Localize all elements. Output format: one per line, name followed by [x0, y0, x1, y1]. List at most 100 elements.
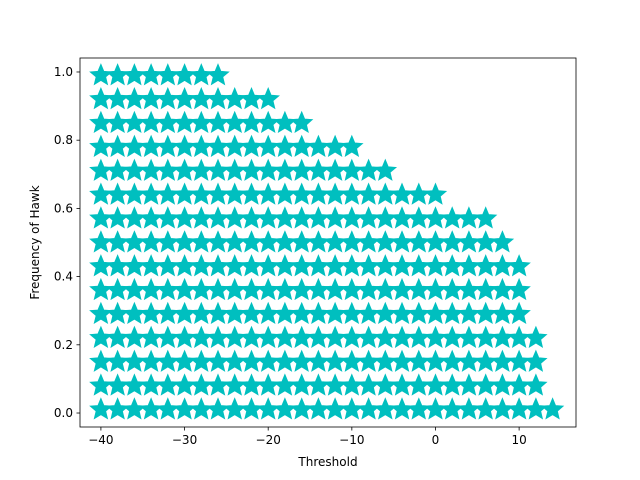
plot-area — [89, 63, 565, 420]
point — [473, 373, 498, 396]
point — [89, 230, 113, 253]
point — [105, 182, 130, 205]
point — [105, 349, 130, 372]
point — [223, 110, 247, 134]
point — [407, 206, 431, 229]
point — [139, 158, 163, 181]
point — [373, 349, 398, 372]
point — [473, 349, 498, 372]
point — [122, 254, 147, 277]
point — [172, 397, 197, 420]
point — [189, 158, 213, 181]
point — [172, 87, 197, 110]
point — [507, 325, 531, 348]
point — [340, 373, 364, 396]
point — [440, 301, 464, 325]
point — [423, 277, 448, 301]
point — [89, 254, 113, 277]
point — [306, 206, 331, 229]
point — [156, 158, 180, 181]
point — [156, 325, 180, 348]
point — [423, 254, 448, 277]
point — [156, 349, 180, 372]
point — [306, 182, 331, 205]
point — [507, 373, 531, 396]
point — [139, 325, 163, 348]
point — [206, 86, 230, 110]
point — [373, 373, 398, 396]
point — [273, 254, 297, 277]
point — [356, 397, 381, 420]
point — [239, 397, 264, 420]
point — [289, 325, 314, 348]
point — [239, 325, 264, 348]
point — [122, 158, 147, 181]
point — [457, 397, 481, 420]
point — [356, 349, 381, 372]
point — [223, 182, 247, 205]
point — [423, 373, 448, 396]
y-tick-label: 0.0 — [54, 406, 73, 420]
point — [273, 182, 297, 205]
point — [373, 325, 398, 348]
point — [440, 277, 464, 301]
point — [524, 325, 548, 348]
point — [423, 301, 448, 325]
point — [373, 301, 398, 325]
point — [156, 397, 180, 420]
x-tick-label: −10 — [339, 433, 364, 447]
point — [323, 301, 347, 325]
point — [139, 206, 163, 229]
point — [323, 158, 347, 181]
point — [239, 254, 264, 277]
point — [457, 373, 481, 396]
point — [423, 349, 448, 372]
point — [223, 86, 247, 110]
point — [457, 301, 481, 325]
point — [473, 254, 498, 277]
point — [206, 325, 230, 348]
point — [156, 230, 180, 253]
point — [289, 397, 314, 420]
point — [507, 301, 531, 325]
point — [306, 254, 331, 277]
point — [490, 301, 515, 325]
point — [373, 254, 398, 277]
point — [239, 373, 264, 396]
point — [189, 230, 213, 253]
point — [189, 325, 213, 348]
x-tick-label: 0 — [432, 433, 440, 447]
point — [490, 349, 515, 372]
point — [156, 206, 180, 229]
point — [223, 397, 247, 420]
point — [390, 277, 414, 301]
point — [223, 301, 247, 325]
point — [122, 206, 147, 229]
point — [440, 397, 464, 420]
point — [473, 301, 498, 325]
point — [122, 63, 147, 86]
point — [356, 230, 381, 253]
point — [457, 254, 481, 277]
point — [122, 86, 147, 110]
point — [206, 158, 230, 181]
point — [323, 230, 347, 253]
point — [340, 134, 364, 157]
point — [223, 277, 247, 301]
point — [122, 230, 147, 253]
point — [172, 158, 197, 181]
point — [122, 277, 147, 301]
point — [223, 158, 247, 181]
point — [390, 206, 414, 229]
point — [390, 230, 414, 253]
point — [105, 301, 130, 325]
point — [273, 206, 297, 229]
point — [139, 373, 163, 396]
point — [122, 182, 147, 205]
point — [223, 134, 247, 157]
y-axis-label: Frequency of Hawk — [28, 185, 42, 299]
point — [323, 373, 347, 396]
point — [306, 277, 331, 301]
point — [524, 397, 548, 420]
point — [407, 349, 431, 372]
